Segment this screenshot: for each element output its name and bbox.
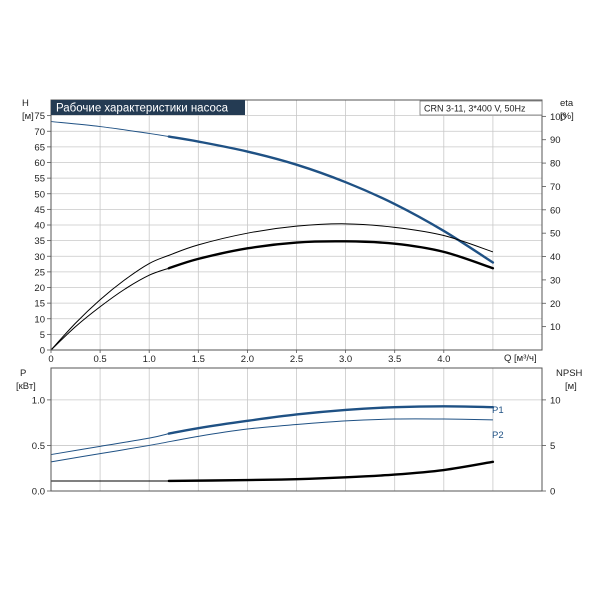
eta-tick-label: 40: [550, 252, 561, 263]
power-npsh-curves: [50, 405, 495, 483]
model-label-box: [419, 100, 543, 116]
eta-curve-lower-extended: [50, 267, 170, 351]
model-label: CRN 3-11, 3*400 V, 50Hz: [424, 104, 526, 114]
head-axis-label: H: [22, 98, 29, 109]
head-tick-label: 5: [40, 330, 45, 341]
head-tick-label: 55: [34, 174, 45, 185]
eta-tick-label: 50: [550, 229, 561, 240]
eta-tick-label: 10: [550, 322, 561, 333]
p2-curve-label: P2: [492, 430, 504, 441]
head-efficiency-panel: 0 5 10 15 20 25 30 35 40 45 50 55 60 65 70 75 10 20 30 40 50…: [22, 98, 574, 365]
head-tick-label: 35: [34, 236, 45, 247]
head-tick-label: 15: [34, 299, 45, 310]
p1-curve-extended: [50, 433, 169, 456]
flow-tick-label: 2.0: [241, 354, 254, 365]
head-tick-label: 25: [34, 267, 45, 278]
power-axis-label: P: [20, 368, 26, 379]
eta-tick-label: 70: [550, 182, 561, 193]
head-tick-label: 50: [34, 189, 45, 200]
power-npsh-grid: [50, 368, 543, 492]
flow-tick-label: 3.5: [388, 354, 401, 365]
head-curve-extended: [50, 121, 169, 138]
head-tick-label: 65: [34, 142, 45, 153]
chart-title: Рабочие характеристики насоса: [56, 103, 229, 115]
head-tick-label: 70: [34, 127, 45, 138]
head-efficiency-ticks: 0 5 10 15 20 25 30 35 40 45 50 55 60 65 70 75 10 20 30 40 50…: [34, 111, 565, 365]
head-curve-operating: [167, 135, 495, 264]
flow-tick-label: 0: [48, 354, 53, 365]
head-tick-label: 0: [40, 346, 45, 357]
eta-axis-label: eta: [560, 98, 574, 109]
power-npsh-ticks: 0.0 0.5 1.0 0 5 10: [32, 395, 561, 497]
npsh-tick-label: 5: [550, 441, 555, 452]
flow-tick-label: 2.5: [290, 354, 303, 365]
head-tick-label: 45: [34, 205, 45, 216]
head-efficiency-curves: [50, 121, 495, 351]
head-tick-label: 10: [34, 314, 45, 325]
power-npsh-frame: [50, 367, 543, 492]
p1-curve-label: P1: [492, 405, 504, 416]
eta-tick-label: 100: [550, 112, 566, 123]
npsh-tick-label: 0: [550, 487, 555, 498]
flow-tick-label: 1.5: [192, 354, 205, 365]
power-tick-label: 1.0: [32, 395, 45, 406]
p2-curve-extended: [50, 418, 493, 463]
npsh-tick-label: 10: [550, 395, 561, 406]
head-tick-label: 75: [34, 111, 45, 122]
head-efficiency-grid: [50, 100, 543, 351]
eta-tick-label: 20: [550, 299, 561, 310]
eta-axis-unit: [%]: [560, 111, 574, 122]
npsh-axis-label: NPSH: [556, 368, 583, 379]
eta-curve-lower-operating: [167, 240, 495, 270]
flow-axis-label: Q [м³/ч]: [504, 353, 537, 364]
head-tick-label: 40: [34, 221, 45, 232]
power-tick-label: 0.0: [32, 487, 45, 498]
flow-tick-label: 4.0: [437, 354, 450, 365]
eta-tick-label: 80: [550, 159, 561, 170]
head-axis-unit: [м]: [22, 111, 34, 122]
flow-tick-label: 0.5: [93, 354, 106, 365]
power-npsh-panel: 0.0 0.5 1.0 0 5 10 P [кВт] NPSH [м] P1 P2: [16, 367, 583, 498]
eta-tick-label: 90: [550, 135, 561, 146]
head-tick-label: 60: [34, 158, 45, 169]
eta-tick-label: 60: [550, 205, 561, 216]
eta-tick-label: 30: [550, 275, 561, 286]
head-tick-label: 30: [34, 252, 45, 263]
p1-curve-operating: [167, 405, 495, 435]
power-tick-label: 0.5: [32, 441, 45, 452]
flow-tick-label: 3.0: [339, 354, 352, 365]
chart-title-box: [51, 100, 245, 115]
eta-curve-upper-extended: [50, 223, 494, 351]
flow-tick-label: 1.0: [143, 354, 156, 365]
npsh-axis-unit: [м]: [565, 381, 577, 392]
head-tick-label: 20: [34, 283, 45, 294]
npsh-curve-operating: [167, 460, 495, 483]
power-axis-unit: [кВт]: [16, 381, 36, 392]
